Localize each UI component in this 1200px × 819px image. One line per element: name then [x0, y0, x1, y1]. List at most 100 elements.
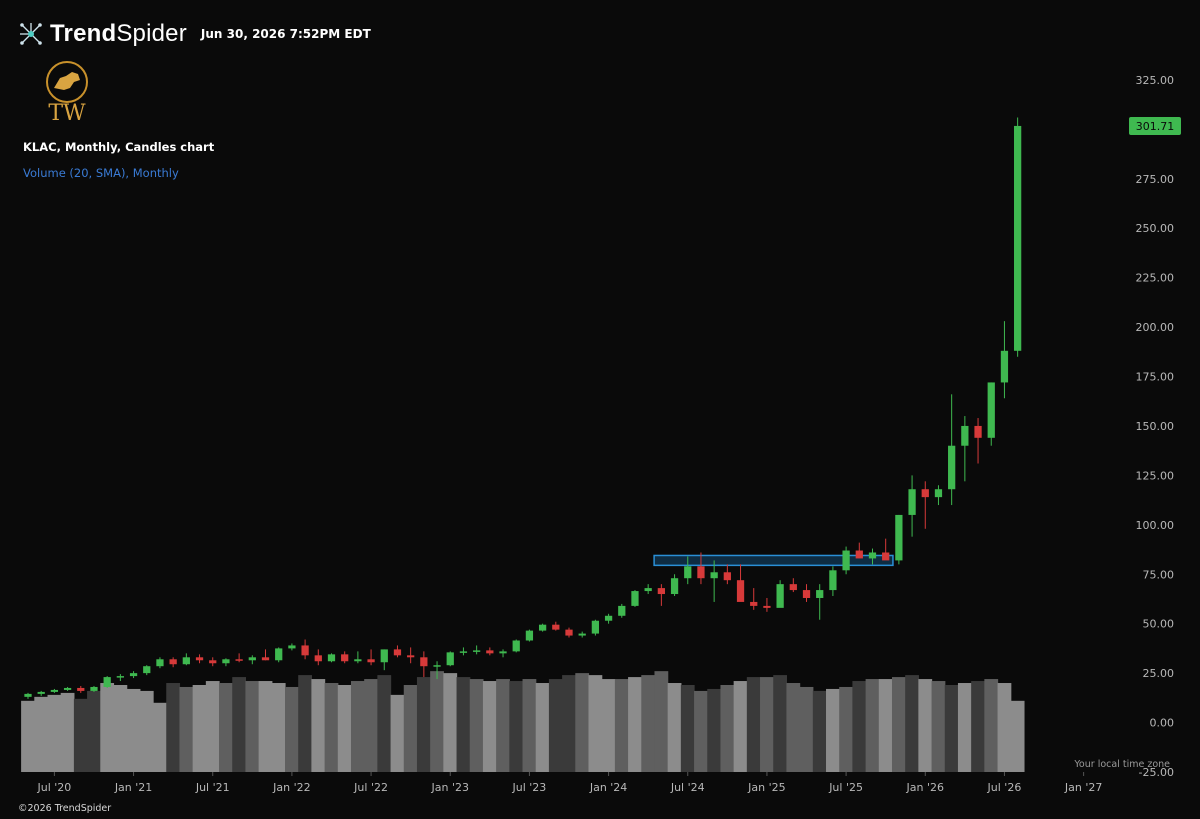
candle-body — [578, 633, 586, 636]
x-tick-label: Jul '24 — [670, 781, 705, 794]
chart-datetime: Jun 30, 2026 7:52PM EDT — [200, 27, 371, 41]
volume-bar — [113, 684, 128, 772]
candle-body — [921, 489, 929, 498]
volume-bar — [232, 677, 247, 772]
volume-bar — [126, 688, 141, 772]
volume-bar — [47, 694, 62, 772]
volume-bar — [891, 677, 906, 772]
volume-indicator-label[interactable]: Volume (20, SMA), Monthly — [23, 166, 179, 180]
candle-body — [90, 686, 98, 691]
candle-body — [103, 677, 111, 687]
candle-body — [473, 650, 481, 652]
candle-body — [1000, 350, 1009, 383]
candle-body — [50, 689, 59, 692]
candle-body — [129, 673, 138, 677]
candle-body — [63, 687, 72, 690]
candle-body — [393, 649, 402, 656]
volume-bar — [680, 684, 695, 772]
candle-body — [341, 654, 349, 662]
y-tick-label: 200.00 — [1136, 321, 1175, 334]
candle-body — [895, 514, 903, 561]
candle-body — [644, 588, 652, 592]
candle-body — [604, 615, 613, 621]
candle-body — [631, 591, 639, 606]
volume-bar — [548, 679, 563, 772]
volume-bar — [271, 683, 286, 772]
volume-bar — [364, 679, 378, 772]
y-tick-label: 250.00 — [1136, 222, 1175, 235]
volume-bar — [179, 686, 194, 772]
y-tick-label: 325.00 — [1136, 74, 1175, 87]
candle-body — [776, 584, 784, 608]
candle-body — [908, 489, 916, 515]
candle-body — [591, 620, 600, 634]
candle-body — [327, 654, 336, 662]
header: TrendSpider Jun 30, 2026 7:52PM EDT — [18, 20, 371, 48]
volume-bar — [588, 675, 603, 772]
volume-bar — [350, 681, 365, 772]
volume-bar — [219, 683, 233, 772]
x-tick-label: Jan '27 — [1064, 781, 1102, 794]
candle-body — [209, 660, 217, 664]
volume-bar — [628, 677, 642, 772]
candle-body — [261, 657, 270, 661]
volume-bar — [245, 681, 260, 772]
y-tick-label: 125.00 — [1136, 469, 1175, 482]
candle-body — [657, 588, 665, 595]
volume-bar — [192, 684, 207, 772]
volume-bar — [377, 675, 392, 772]
x-tick-label: Jul '21 — [195, 781, 230, 794]
candle-body — [195, 657, 204, 661]
candle-body — [552, 624, 560, 630]
brand-light: Spider — [116, 20, 187, 47]
candle-body — [934, 489, 943, 498]
volume-bar — [100, 683, 115, 772]
candle-body — [538, 624, 547, 631]
candle-body — [974, 425, 982, 438]
volume-bar — [1010, 700, 1025, 772]
volume-bar — [298, 675, 312, 772]
candle-body — [143, 666, 151, 674]
volume-bar — [87, 690, 101, 772]
candle-body — [987, 382, 995, 438]
volume-bar — [60, 692, 75, 772]
y-tick-label: 25.00 — [1143, 667, 1175, 680]
candle-body — [486, 650, 494, 654]
volume-bar — [509, 681, 524, 772]
volume-bar — [878, 679, 893, 772]
candle-body — [156, 659, 164, 667]
candle-body — [618, 605, 626, 616]
candle-body — [789, 584, 797, 591]
volume-bar — [918, 679, 933, 772]
candle-body — [565, 629, 573, 636]
volume-bar — [324, 683, 339, 772]
volume-bar — [826, 688, 840, 772]
candle-body — [499, 651, 507, 654]
volume-bar — [786, 683, 801, 772]
volume-bar — [720, 684, 735, 772]
candle-body — [169, 659, 177, 665]
volume-bar — [707, 688, 722, 772]
candle-body — [446, 652, 454, 666]
candle-body — [512, 640, 520, 652]
y-tick-label: 100.00 — [1136, 519, 1175, 532]
x-tick-label: Jul '20 — [36, 781, 71, 794]
candle-body — [275, 648, 283, 661]
volume-bar — [456, 677, 471, 772]
volume-bar — [654, 671, 669, 772]
candle-body — [235, 659, 243, 661]
volume-bar — [443, 673, 458, 772]
volume-bar — [562, 675, 576, 772]
volume-bar — [733, 681, 748, 772]
volume-bar — [694, 690, 708, 772]
candle-body — [750, 601, 758, 606]
candle-body — [684, 566, 692, 579]
volume-bar — [839, 686, 853, 772]
volume-bar — [957, 683, 972, 772]
brand-bold: Trend — [50, 20, 117, 47]
tw-logo-text: TW — [48, 101, 86, 124]
candle-body — [248, 657, 256, 661]
candle-body — [855, 550, 863, 559]
volume-bar — [139, 690, 154, 772]
